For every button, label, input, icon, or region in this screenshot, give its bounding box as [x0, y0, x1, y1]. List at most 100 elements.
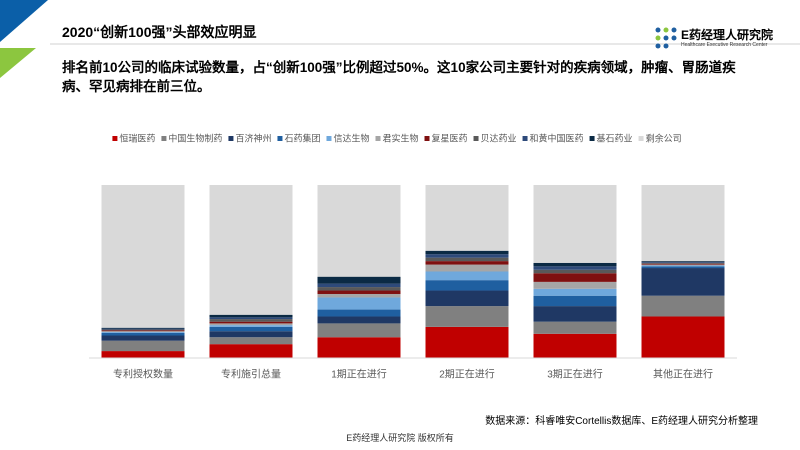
bar-segment [101, 328, 185, 330]
bar-segment [209, 319, 293, 322]
legend-label: 君实生物 [382, 132, 418, 143]
bar-segment [641, 268, 725, 296]
bar-segment [101, 185, 185, 328]
legend-swatch [112, 136, 118, 141]
bar-segment [641, 185, 725, 262]
legend-label: 信达生物 [333, 132, 369, 143]
bar-segment [101, 351, 185, 358]
bar-segment [533, 306, 617, 322]
bar-segment [533, 288, 617, 296]
bar-segment [209, 326, 293, 332]
legend-swatch [589, 136, 595, 141]
subtitle: 排名前10公司的临床试验数量，占“创新100强”比例超过50%。这10家公司主要… [62, 60, 736, 94]
legend-swatch [161, 136, 167, 141]
bar-segment [641, 264, 725, 266]
bar-segment [425, 261, 509, 265]
bar-segment [101, 330, 185, 332]
x-tick-label: 专利施引总量 [221, 368, 281, 381]
legend-label: 中国生物制药 [168, 132, 222, 143]
bar-segment [533, 295, 617, 307]
title: 2020“创新100强”头部效应明显 [62, 24, 257, 40]
logo-text: E药经理人研究院 [681, 28, 774, 42]
bar-segment [425, 264, 509, 272]
bar-segment [425, 271, 509, 281]
bar-segment [101, 332, 185, 336]
source: 数据来源：科睿唯安Cortellis数据库、E药经理人研究分析整理 [485, 416, 758, 427]
bar-segment [533, 321, 617, 334]
legend-swatch [277, 136, 283, 141]
legend-swatch [473, 136, 479, 141]
bar-segment [209, 321, 293, 324]
bar-segment [641, 266, 725, 269]
footer: E药经理人研究院 版权所有 [346, 433, 454, 443]
bar-segment [101, 340, 185, 352]
bar-segment [533, 273, 617, 282]
bar-segment [641, 261, 725, 262]
bar-segment [209, 314, 293, 318]
bar-segment [209, 317, 293, 320]
bar-segment [317, 337, 401, 358]
bar-segment [209, 331, 293, 338]
bar-segment [317, 283, 401, 288]
bar-segment [425, 250, 509, 255]
logo-sub: Healthcare Executive Research Center [681, 42, 768, 48]
corner-blue [0, 0, 48, 42]
x-tick-label: 1期正在进行 [331, 368, 387, 381]
legend: 恒瑞医药 中国生物制药 百济神州 石药集团 信达生物 君实生物 复星医药 贝达药业 和黄中国医药… [112, 132, 682, 143]
legend-swatch [326, 136, 332, 141]
bar-segment [641, 295, 725, 317]
legend-swatch [228, 136, 234, 141]
bar-segment [209, 185, 293, 315]
bar-segment [317, 309, 401, 317]
bar-segment [317, 297, 401, 310]
bar-segment [641, 261, 725, 263]
bar-segment [425, 290, 509, 307]
bar-segment [317, 290, 401, 294]
bar-segment [641, 262, 725, 264]
legend-label: 贝达药业 [481, 132, 517, 143]
bar-segment [317, 293, 401, 298]
bar-segment [425, 306, 509, 327]
x-tick-label: 2期正在进行 [439, 368, 495, 381]
bar-segment [425, 185, 509, 251]
logo-dots [655, 27, 677, 49]
bar-segment [317, 323, 401, 338]
bar-segment [641, 265, 725, 267]
legend-label: 和黄中国医药 [530, 132, 584, 143]
legend-label: 恒瑞医药 [119, 132, 155, 143]
x-tick-label: 专利授权数量 [113, 368, 173, 381]
corner-green [0, 48, 36, 78]
bar-segment [533, 269, 617, 274]
legend-label: 基石药业 [597, 132, 633, 143]
bar-segment [533, 185, 617, 263]
bar-segment [317, 316, 401, 324]
bar-segment [209, 325, 293, 327]
legend-label: 剩余公司 [646, 132, 682, 143]
bar-segment [425, 257, 509, 262]
legend-swatch [424, 136, 430, 141]
bar-segment [425, 326, 509, 358]
bar-segment [209, 344, 293, 358]
bar-segment [425, 254, 509, 258]
legend-label: 百济神州 [235, 132, 271, 143]
bar-segment [101, 331, 185, 333]
legend-swatch [522, 136, 528, 141]
bar-segment [101, 329, 185, 331]
bar-segment [317, 287, 401, 291]
bar-segment [209, 323, 293, 326]
bar-segment [641, 263, 725, 265]
bar-segment [533, 333, 617, 358]
bar-segment [641, 316, 725, 358]
legend-label: 复星医药 [432, 132, 468, 143]
x-tick-label: 其他正在进行 [653, 368, 713, 381]
bar-segment [101, 332, 185, 333]
bar-segment [101, 335, 185, 341]
bar-segment [101, 327, 185, 329]
legend-label: 石药集团 [284, 132, 320, 143]
x-tick-label: 3期正在进行 [547, 368, 603, 381]
bar-segment [317, 276, 401, 284]
legend-swatch [638, 136, 644, 141]
